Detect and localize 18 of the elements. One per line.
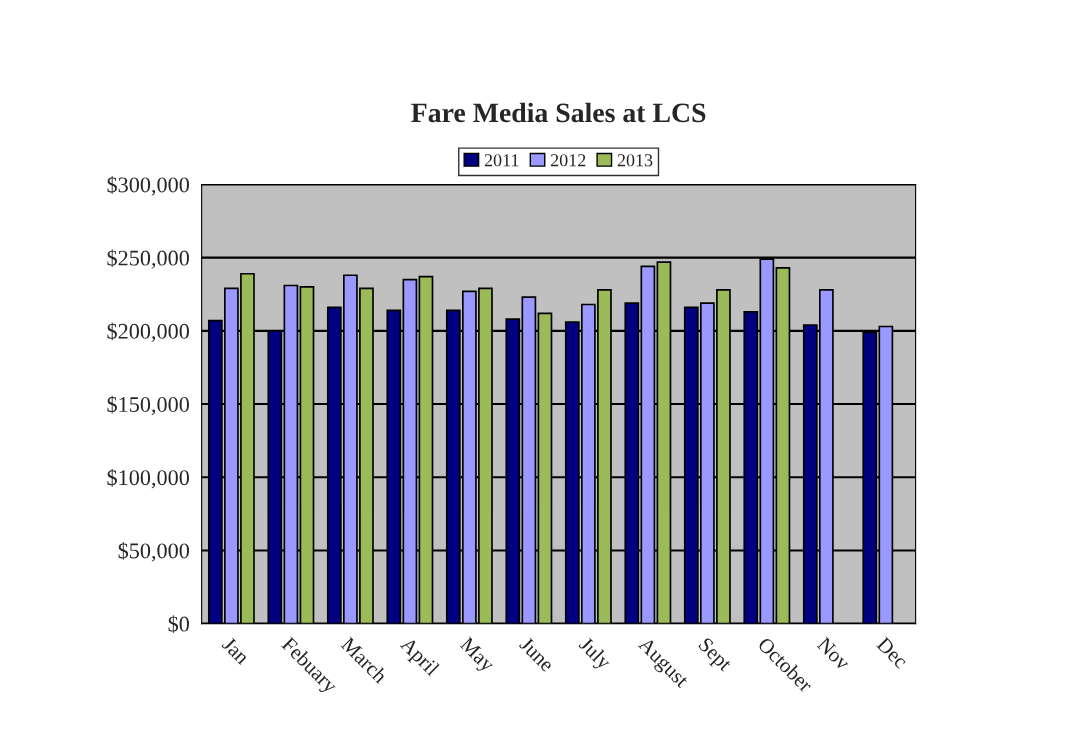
legend-label: 2011	[484, 154, 519, 167]
x-tick-label: June	[518, 636, 555, 673]
legend-label: 2013	[617, 154, 653, 167]
x-tick-label: Nov	[816, 636, 852, 672]
y-tick-label: $100,000	[107, 468, 189, 489]
y-tick-label: $250,000	[107, 249, 189, 269]
x-tick-label: Dec	[875, 636, 909, 670]
y-tick-label: $150,000	[107, 395, 189, 416]
y-tick-label: $200,000	[107, 322, 189, 342]
x-tick-label: Jan	[221, 636, 251, 666]
chart-title: Fare Media Sales at LCS	[411, 102, 706, 123]
y-tick-label: $0	[168, 615, 189, 634]
x-tick-label: Sept	[694, 636, 733, 675]
x-tick-label: May	[456, 636, 496, 676]
legend-label: 2012	[550, 154, 586, 167]
y-tick-label: $300,000	[107, 176, 189, 196]
y-tick-label: $50,000	[118, 542, 189, 562]
x-tick-label: July	[575, 635, 613, 674]
